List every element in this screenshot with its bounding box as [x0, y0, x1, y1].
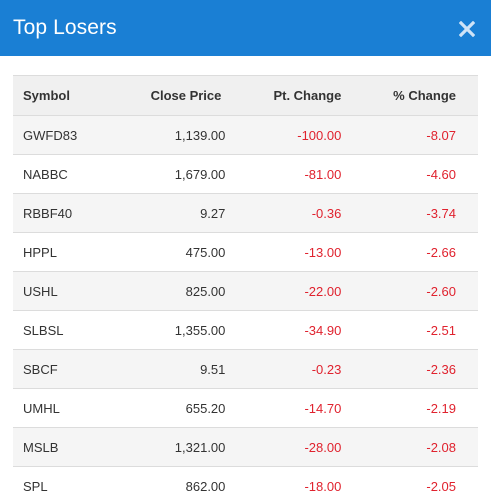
cell-symbol: RBBF40 — [13, 193, 116, 233]
top-losers-table: Symbol Close Price Pt. Change % Change G… — [13, 75, 478, 499]
modal-body: Symbol Close Price Pt. Change % Change G… — [0, 56, 491, 499]
modal-header: Top Losers — [0, 0, 491, 56]
cell-symbol: HPPL — [13, 232, 116, 272]
table-row[interactable]: SLBSL 1,355.00 -34.90 -2.51 — [13, 310, 478, 350]
cell-symbol: UMHL — [13, 388, 116, 428]
cell-close-price: 1,321.00 — [115, 427, 240, 467]
cell-symbol: MSLB — [13, 427, 116, 467]
cell-close-price: 655.20 — [115, 388, 240, 428]
table-row[interactable]: SPL 862.00 -18.00 -2.05 — [13, 466, 478, 499]
cell-pt-change: -22.00 — [239, 271, 360, 311]
cell-pct-change: -2.36 — [359, 349, 478, 389]
cell-pt-change: -13.00 — [239, 232, 360, 272]
cell-close-price: 1,355.00 — [115, 310, 240, 350]
table-row[interactable]: GWFD83 1,139.00 -100.00 -8.07 — [13, 115, 478, 155]
cell-pt-change: -0.23 — [239, 349, 360, 389]
cell-pct-change: -2.66 — [359, 232, 478, 272]
cell-close-price: 862.00 — [115, 466, 240, 499]
cell-pt-change: -28.00 — [239, 427, 360, 467]
cell-pct-change: -8.07 — [359, 115, 478, 155]
column-header-pct-change: % Change — [359, 75, 478, 116]
cell-pct-change: -2.51 — [359, 310, 478, 350]
table-row[interactable]: USHL 825.00 -22.00 -2.60 — [13, 271, 478, 311]
cell-symbol: USHL — [13, 271, 116, 311]
table-row[interactable]: NABBC 1,679.00 -81.00 -4.60 — [13, 154, 478, 194]
cell-pt-change: -34.90 — [239, 310, 360, 350]
cell-symbol: GWFD83 — [13, 115, 116, 155]
cell-pt-change: -100.00 — [239, 115, 360, 155]
cell-pct-change: -4.60 — [359, 154, 478, 194]
cell-close-price: 9.27 — [115, 193, 240, 233]
table-row[interactable]: UMHL 655.20 -14.70 -2.19 — [13, 388, 478, 428]
column-header-symbol: Symbol — [13, 75, 116, 116]
close-icon[interactable] — [458, 20, 476, 38]
modal-title: Top Losers — [13, 16, 117, 39]
cell-pt-change: -18.00 — [239, 466, 360, 499]
cell-pct-change: -2.60 — [359, 271, 478, 311]
cell-symbol: NABBC — [13, 154, 116, 194]
cell-close-price: 9.51 — [115, 349, 240, 389]
table-row[interactable]: RBBF40 9.27 -0.36 -3.74 — [13, 193, 478, 233]
cell-pct-change: -2.19 — [359, 388, 478, 428]
cell-close-price: 1,139.00 — [115, 115, 240, 155]
table-header-row: Symbol Close Price Pt. Change % Change — [13, 75, 478, 116]
cell-pct-change: -3.74 — [359, 193, 478, 233]
cell-symbol: SLBSL — [13, 310, 116, 350]
cell-pct-change: -2.05 — [359, 466, 478, 499]
cell-pt-change: -0.36 — [239, 193, 360, 233]
column-header-pt-change: Pt. Change — [239, 75, 360, 116]
cell-close-price: 1,679.00 — [115, 154, 240, 194]
cell-symbol: SPL — [13, 466, 116, 499]
cell-close-price: 475.00 — [115, 232, 240, 272]
cell-pt-change: -14.70 — [239, 388, 360, 428]
cell-pt-change: -81.00 — [239, 154, 360, 194]
column-header-close-price: Close Price — [115, 75, 240, 116]
table-row[interactable]: MSLB 1,321.00 -28.00 -2.08 — [13, 427, 478, 467]
table-row[interactable]: SBCF 9.51 -0.23 -2.36 — [13, 349, 478, 389]
table-row[interactable]: HPPL 475.00 -13.00 -2.66 — [13, 232, 478, 272]
cell-symbol: SBCF — [13, 349, 116, 389]
cell-close-price: 825.00 — [115, 271, 240, 311]
cell-pct-change: -2.08 — [359, 427, 478, 467]
